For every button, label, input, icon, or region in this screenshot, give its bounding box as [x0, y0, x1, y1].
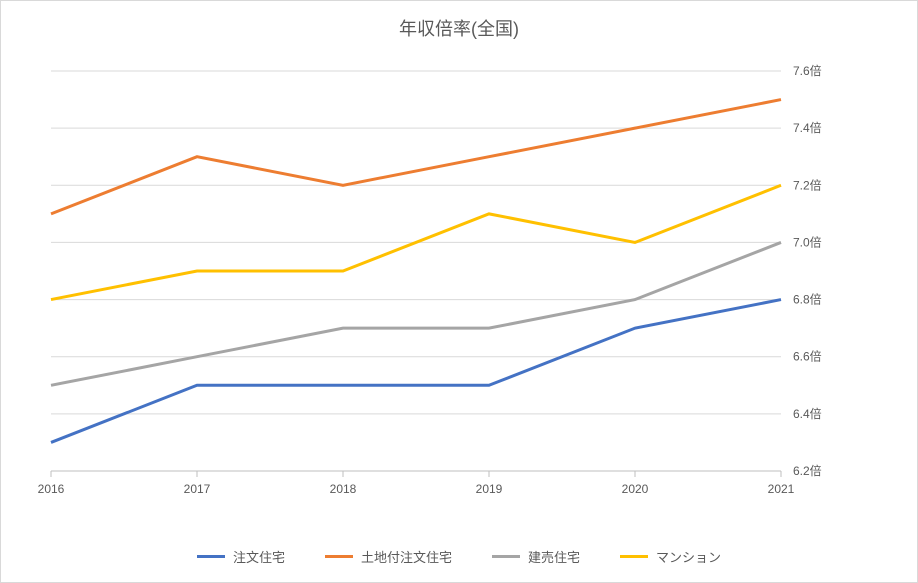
x-tick-label: 2016 [38, 482, 65, 496]
y-tick-label: 7.0倍 [793, 234, 822, 249]
legend-label: 注文住宅 [233, 547, 285, 566]
legend-swatch [325, 555, 353, 558]
legend-swatch [620, 555, 648, 558]
legend-item: 土地付注文住宅 [325, 547, 452, 566]
legend-item: マンション [620, 547, 721, 566]
series-土地付注文住宅 [51, 100, 781, 214]
legend-item: 注文住宅 [197, 547, 285, 566]
legend-item: 建売住宅 [492, 547, 580, 566]
x-tick-label: 2017 [184, 482, 211, 496]
chart-container: 年収倍率(全国) 6.2倍 6.4倍 6.6倍 6.8倍 7.0倍 7.2倍 7.4倍 7.6… [0, 0, 918, 583]
legend: 注文住宅 土地付注文住宅 建売住宅 マンション [1, 547, 917, 566]
y-tick-label: 7.4倍 [793, 120, 822, 135]
y-tick-label: 7.6倍 [793, 63, 822, 78]
series-注文住宅 [51, 300, 781, 443]
chart-svg: 6.2倍 6.4倍 6.6倍 6.8倍 7.0倍 7.2倍 7.4倍 7.6倍 2016 2017… [31, 61, 841, 501]
y-tick-label: 6.2倍 [793, 463, 822, 478]
x-tick-label: 2019 [476, 482, 503, 496]
y-tick-label: 6.8倍 [793, 292, 822, 307]
legend-swatch [492, 555, 520, 558]
legend-label: 土地付注文住宅 [361, 547, 452, 566]
y-tick-label: 7.2倍 [793, 177, 822, 192]
x-tick-label: 2021 [768, 482, 795, 496]
plot-area: 6.2倍 6.4倍 6.6倍 6.8倍 7.0倍 7.2倍 7.4倍 7.6倍 2016 2017… [31, 61, 841, 501]
y-tick-label: 6.4倍 [793, 406, 822, 421]
y-tick-label: 6.6倍 [793, 349, 822, 364]
legend-label: 建売住宅 [528, 547, 580, 566]
legend-swatch [197, 555, 225, 558]
chart-title: 年収倍率(全国) [1, 15, 917, 41]
legend-label: マンション [656, 547, 721, 566]
x-tick-label: 2018 [330, 482, 357, 496]
x-tick-label: 2020 [622, 482, 649, 496]
series-建売住宅 [51, 242, 781, 385]
